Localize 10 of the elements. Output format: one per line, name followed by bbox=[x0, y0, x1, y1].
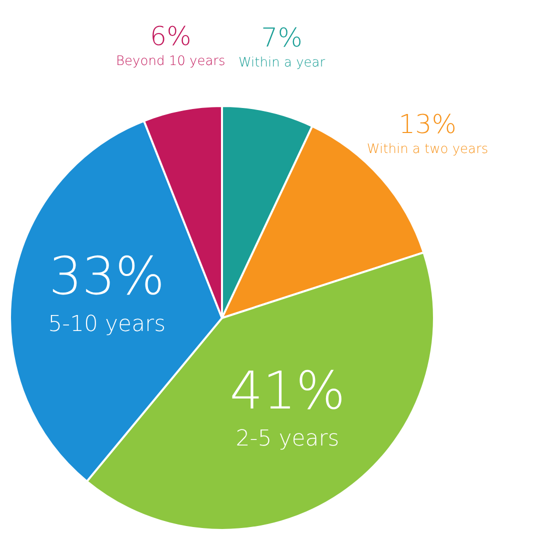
slice-label: 2-5 years bbox=[236, 426, 340, 452]
slice-label: Within a two years bbox=[366, 142, 488, 157]
data-label: 33% bbox=[49, 246, 165, 307]
data-label: 13% bbox=[398, 110, 456, 140]
slice-label: 5-10 years bbox=[48, 312, 166, 337]
data-label: 7% bbox=[261, 24, 302, 54]
data-label: 6% bbox=[150, 22, 192, 52]
slice-label: Within a year bbox=[238, 56, 326, 71]
slice-label: Beyond 10 years bbox=[116, 54, 226, 69]
data-label: 41% bbox=[230, 361, 346, 422]
